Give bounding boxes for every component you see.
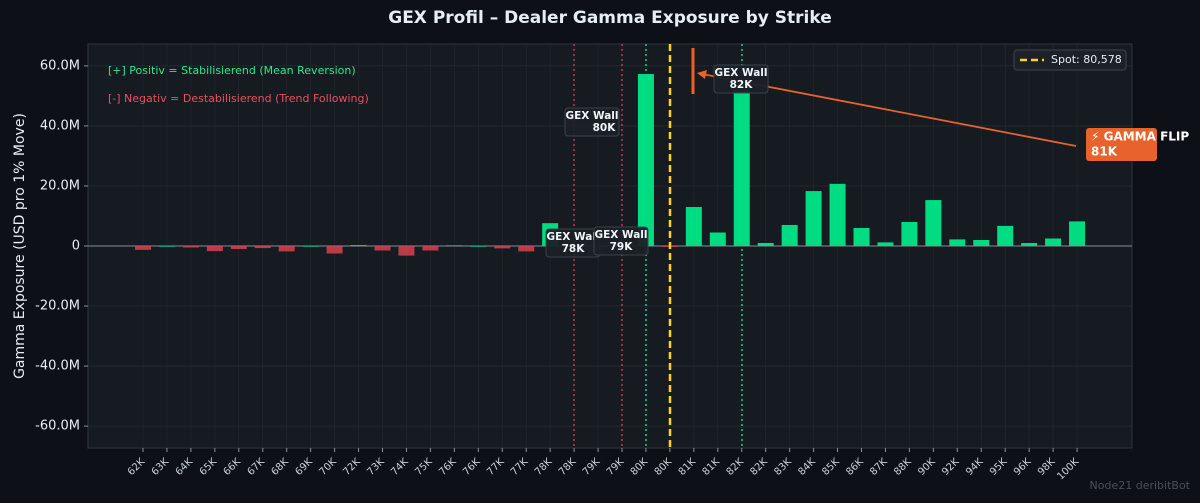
note: [+] Positiv = Stabilisierend (Mean Rever… (108, 64, 356, 77)
legend-box (1013, 49, 1127, 71)
bar (350, 245, 367, 246)
y-tick-label: 60.0M (40, 58, 80, 73)
bar (326, 246, 343, 254)
bar (302, 246, 319, 247)
bar (374, 246, 391, 251)
wall-strike: 82K (730, 79, 754, 91)
chart-title: GEX Profil – Dealer Gamma Exposure by St… (388, 8, 832, 28)
gamma-flip-strike: 81K (1091, 145, 1118, 159)
y-tick-label: -20.0M (35, 299, 80, 314)
bar (182, 246, 199, 248)
bar (997, 225, 1014, 246)
bar (973, 239, 990, 246)
wall-box (593, 226, 649, 256)
bar (494, 246, 511, 249)
wall-title: GEX Wall (594, 229, 647, 241)
bar (135, 246, 151, 250)
y-tick-label: 20.0M (40, 178, 80, 193)
note: [-] Negativ = Destabilisierend (Trend Fo… (108, 92, 369, 105)
bar (398, 246, 415, 256)
bar (805, 191, 822, 246)
bar (470, 246, 487, 247)
wall-strike: 79K (610, 241, 634, 253)
wall-title: GEX Wall (714, 67, 767, 79)
y-axis-label: Gamma Exposure (USD pro 1% Move) (12, 113, 28, 379)
bar (709, 232, 726, 246)
bar (637, 74, 654, 246)
watermark: Node21 deribitBot (1090, 479, 1191, 492)
y-tick-label: 40.0M (40, 118, 80, 133)
bar (685, 206, 702, 246)
wall-box (564, 107, 620, 137)
bar (254, 246, 271, 249)
bar (853, 227, 870, 246)
legend-label: Spot: 80,578 (1051, 53, 1122, 66)
bar (422, 246, 439, 251)
wall-title: GEX Wall (546, 231, 599, 243)
bar (757, 242, 774, 246)
gamma-flip-box (1086, 128, 1157, 161)
wall-box (713, 64, 769, 94)
bar (1045, 238, 1062, 246)
bar (949, 239, 966, 246)
wall-strike: 78K (562, 243, 586, 255)
bar (781, 224, 798, 246)
bar (518, 246, 535, 252)
bar (230, 246, 247, 250)
bar (158, 246, 175, 247)
bar (206, 246, 223, 252)
bar (877, 242, 894, 246)
y-tick-label: -60.0M (35, 419, 80, 434)
y-tick-label: 0 (72, 239, 80, 254)
bar (829, 183, 846, 246)
bar (1069, 221, 1086, 246)
wall-strike: 80K (593, 122, 617, 134)
bar (925, 200, 942, 246)
bar (446, 245, 463, 246)
arrow-head (697, 70, 707, 79)
wall-title: GEX Wall (565, 110, 618, 122)
bar (901, 221, 918, 246)
y-tick-label: -40.0M (35, 359, 80, 374)
gamma-flip-title: ⚡ GAMMA FLIP (1091, 130, 1189, 144)
bar (733, 89, 750, 247)
bar (278, 246, 295, 252)
bar (1021, 242, 1038, 246)
